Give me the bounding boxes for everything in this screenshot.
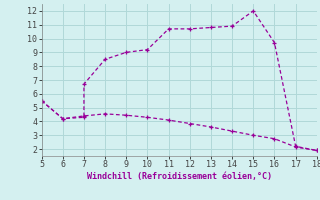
X-axis label: Windchill (Refroidissement éolien,°C): Windchill (Refroidissement éolien,°C): [87, 172, 272, 181]
